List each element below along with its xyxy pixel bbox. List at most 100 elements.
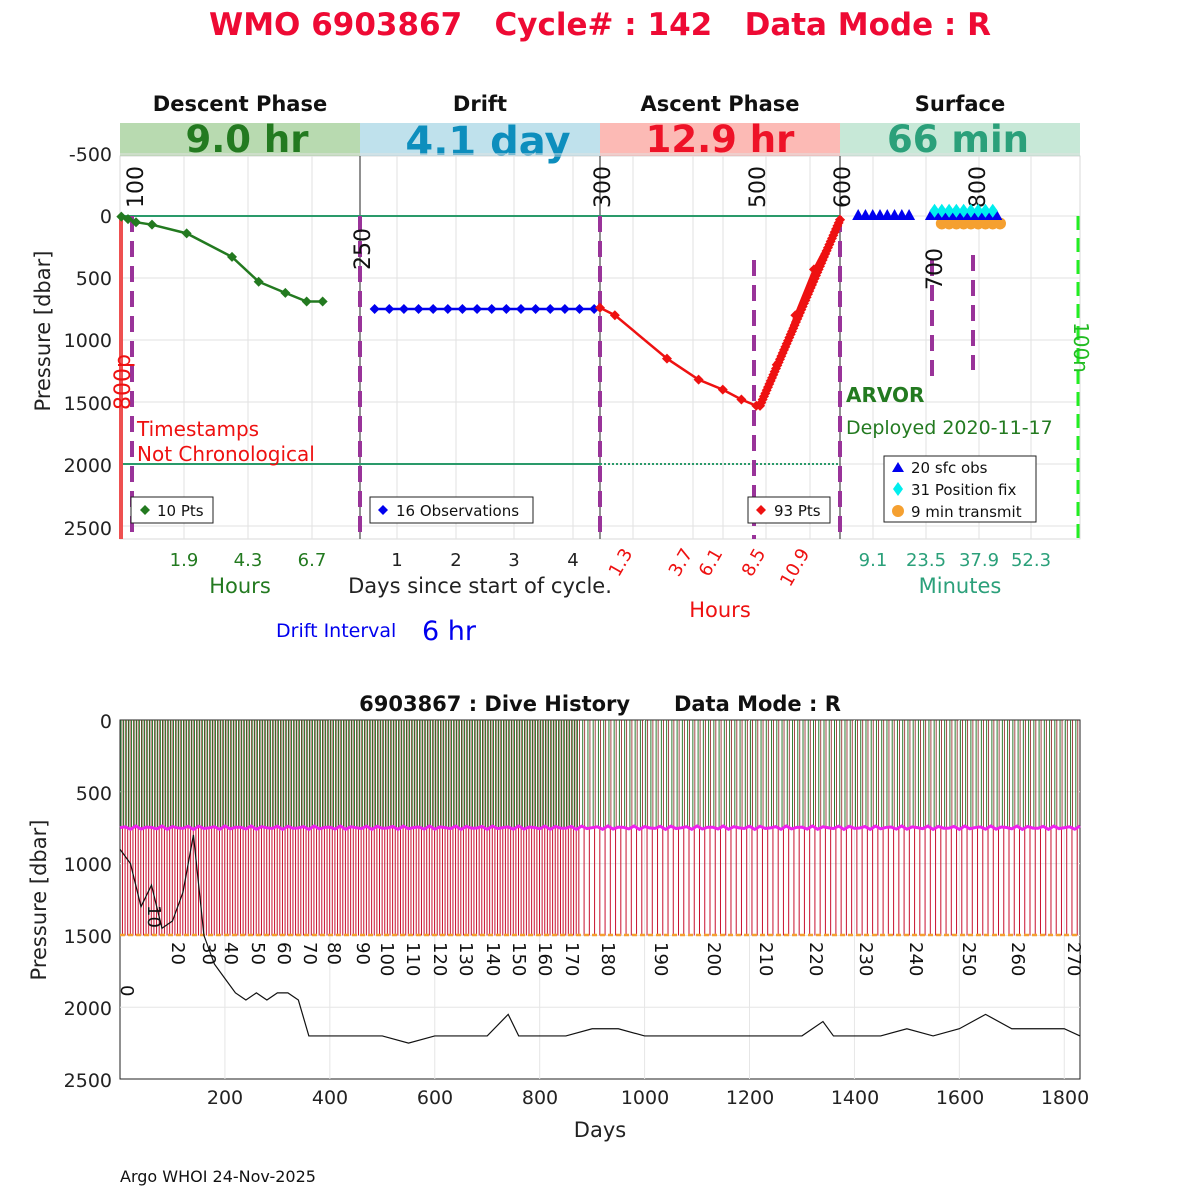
drift-legend: 16 Observations	[369, 496, 534, 524]
cycle-number-label: 270	[1063, 942, 1084, 976]
x-tick-label: 1600	[936, 1087, 984, 1109]
ascent-series	[595, 214, 845, 411]
y-tick-label: 1000	[64, 854, 112, 876]
legend-box	[369, 496, 534, 524]
cycle-number-label: 180	[597, 942, 618, 976]
dive-history-chart: 6903867 : Dive History Data Mode : R 0 10…	[27, 692, 1089, 1142]
cycle-number-label: 100	[376, 942, 397, 976]
descent-x-label: Hours	[209, 574, 271, 598]
cycle-number-label: 160	[534, 942, 555, 976]
data-point	[486, 304, 497, 314]
drift-series	[369, 304, 600, 314]
data-point	[253, 276, 264, 287]
duration-descent: 9.0 hr	[185, 118, 309, 161]
x-tick-label: 37.9	[959, 550, 999, 571]
data-point	[181, 228, 192, 239]
x-tick-label: 1000	[621, 1087, 669, 1109]
data-point	[147, 219, 157, 230]
cycle-number-label: 50	[247, 942, 268, 965]
bottom-depth-series	[119, 834, 1081, 1044]
cycle-number-label: 110	[402, 942, 423, 976]
data-point	[693, 374, 704, 385]
data-point	[442, 304, 453, 314]
data-point	[369, 304, 380, 314]
cycle-number-label: 260	[1007, 942, 1028, 976]
position-fix-point	[958, 203, 969, 218]
float-type: ARVOR	[846, 383, 924, 407]
marker-label-250: 250	[351, 228, 376, 270]
data-point	[472, 304, 483, 314]
x-tick-label: 6.1	[695, 545, 728, 580]
legend-text: 9 min transmit	[911, 503, 1022, 521]
data-point	[661, 353, 672, 364]
cycle-number-label: 10	[143, 905, 164, 928]
legend-text: 93 Pts	[774, 502, 821, 520]
data-point	[515, 304, 526, 314]
data-point	[384, 304, 395, 314]
history-y-axis-label: Pressure [dbar]	[27, 820, 51, 981]
cycle-number-label: 150	[508, 942, 529, 976]
data-point	[317, 296, 328, 307]
timestamps-warning: Not Chronological	[137, 442, 315, 466]
legend-text: 10 Pts	[157, 502, 204, 520]
duration-band-descent	[120, 123, 360, 156]
cycle-number-label: 20	[167, 942, 188, 965]
drift-interval-value: 6 hr	[422, 616, 477, 647]
legend-box	[883, 455, 1037, 523]
data-point	[609, 310, 620, 321]
legend-marker-circle	[892, 505, 904, 517]
x-tick-label: 6.7	[298, 550, 327, 571]
cycle-number-label: 140	[482, 942, 503, 976]
cycle-number-label: 90	[352, 942, 373, 965]
marker-label-800p: 800p	[111, 354, 136, 410]
history-x-axis-label: Days	[574, 1118, 626, 1142]
y-tick-label: 1000	[64, 330, 112, 352]
surface-x-label: Minutes	[919, 574, 1002, 598]
ascent-legend: 93 Pts	[747, 496, 831, 524]
data-point	[736, 394, 747, 405]
marker-label-800: 800	[966, 166, 991, 208]
y-tick-label: 2500	[64, 1070, 112, 1092]
x-tick-label: 23.5	[906, 550, 946, 571]
duration-drift: 4.1 day	[405, 119, 570, 165]
y-tick-label: 2500	[64, 518, 112, 540]
series-line	[120, 215, 323, 303]
position-fix-point	[987, 203, 998, 218]
surface-obs-point	[903, 209, 916, 220]
y-tick-label: 500	[76, 783, 112, 805]
data-point	[545, 304, 556, 314]
y-tick-label: 0	[100, 711, 112, 733]
x-tick-label: 1400	[831, 1087, 879, 1109]
cycle-number-label: 230	[855, 942, 876, 976]
descent-x-ticks: 1.9 4.3 6.7	[170, 550, 327, 571]
legend-marker-triangle	[892, 462, 904, 472]
data-point	[717, 384, 728, 395]
x-tick-label: 400	[312, 1087, 348, 1109]
bottom-depth-line	[119, 834, 1081, 1044]
cycle-number-label: 190	[650, 942, 671, 976]
cycle-chart: Descent Phase Drift Ascent Phase Surface…	[31, 92, 1093, 647]
ascent-x-ticks: 1.3 3.7 6.1 8.5 10.9	[605, 545, 815, 590]
marker-label-500: 500	[746, 166, 771, 208]
data-point	[227, 251, 237, 262]
legend-marker	[378, 505, 388, 515]
legend-text: 20 sfc obs	[911, 459, 988, 477]
x-tick-label: 1800	[1041, 1087, 1089, 1109]
cycle-number-label: 40	[220, 942, 241, 965]
x-tick-label: 800	[522, 1087, 558, 1109]
x-tick-label: 52.3	[1011, 550, 1051, 571]
phase-name-surface: Surface	[915, 92, 1005, 116]
legend-marker	[756, 505, 766, 515]
phase-name-descent: Descent Phase	[153, 92, 327, 116]
data-point	[574, 304, 585, 314]
cycle-number-label: 60	[273, 942, 294, 965]
history-title: 6903867 : Dive History Data Mode : R	[359, 692, 841, 716]
x-tick-label: 3	[508, 550, 519, 571]
drift-x-ticks: 1 2 3 4	[391, 550, 578, 571]
legend-text: 16 Observations	[396, 502, 519, 520]
duration-ascent: 12.9 hr	[646, 118, 796, 161]
data-point	[301, 296, 312, 307]
marker-label-100n: 100n	[1069, 322, 1093, 373]
history-y-ticks: 0 500 1000 1500 2000 2500	[64, 711, 112, 1092]
position-fix-point	[936, 203, 947, 218]
